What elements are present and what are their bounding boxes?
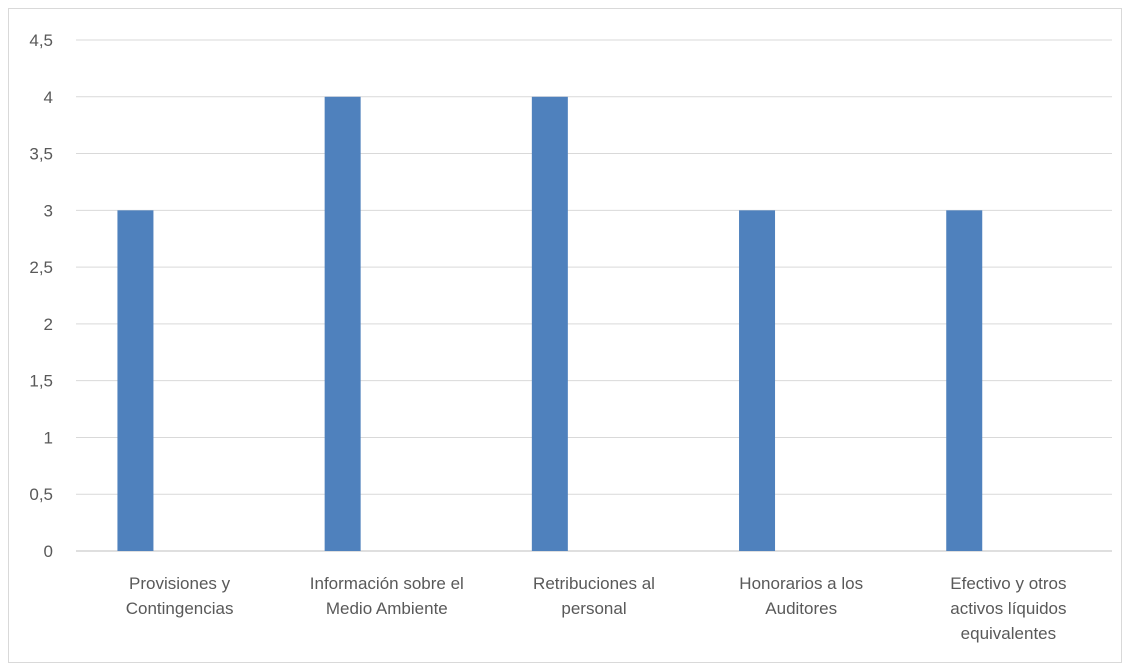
gridlines	[76, 39, 1112, 552]
x-tick-label: Provisiones y Contingencias	[126, 574, 234, 618]
x-tick-label: Efectivo y otros activos líquidos equivale…	[950, 574, 1066, 643]
y-tick-label: 3,5	[29, 145, 53, 164]
bar	[117, 210, 154, 552]
bar	[531, 96, 568, 552]
y-tick-label: 0	[44, 542, 53, 561]
bar	[324, 96, 361, 552]
bar	[739, 210, 776, 552]
y-tick-label: 0,5	[29, 485, 53, 504]
x-tick-label: Retribuciones al personal	[533, 574, 655, 618]
x-tick-label: Información sobre el Medio Ambiente	[310, 574, 464, 618]
y-tick-label: 4,5	[29, 31, 53, 50]
x-axis-labels: Provisiones y Contingencias Información so…	[126, 574, 1067, 643]
y-tick-label: 2,5	[29, 258, 53, 277]
bars	[117, 96, 983, 552]
y-tick-label: 3	[44, 201, 53, 220]
y-tick-label: 2	[44, 315, 53, 334]
bar	[946, 210, 983, 552]
y-tick-label: 1,5	[29, 372, 53, 391]
y-tick-label: 1	[44, 428, 53, 447]
y-tick-label: 4	[44, 88, 53, 107]
y-axis-ticks: 0 0,5 1 1,5 2 2,5 3 3,5 4 4,5	[29, 31, 53, 561]
x-tick-label: Honorarios a los Auditores	[739, 574, 863, 618]
